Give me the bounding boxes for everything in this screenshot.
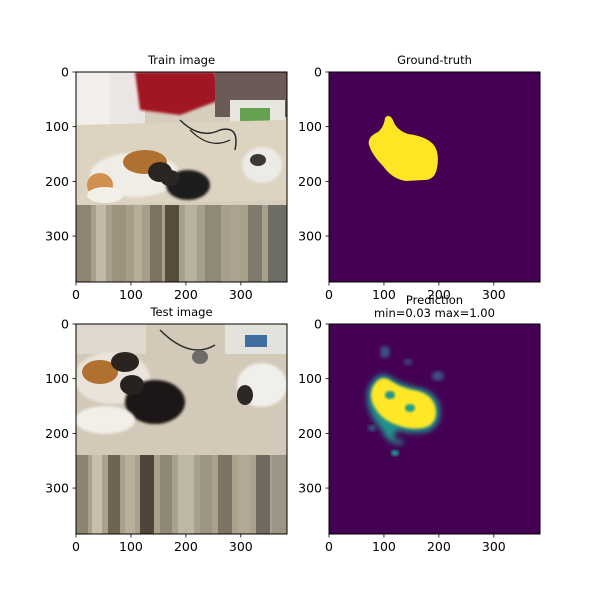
prediction-xtick-label: 0 xyxy=(325,539,333,554)
ground-truth-panel xyxy=(328,71,541,283)
ground-truth-xtick-label: 300 xyxy=(482,287,506,302)
prediction-core xyxy=(371,378,436,429)
prediction-hole xyxy=(385,391,395,399)
prediction-background xyxy=(329,324,540,534)
ground-truth-ytick-label: 200 xyxy=(298,174,322,189)
prediction-title: Prediction xyxy=(406,293,463,307)
prediction-frame xyxy=(328,323,541,535)
train-image-ytick-label: 200 xyxy=(45,174,69,189)
train-image-title: Train image xyxy=(147,53,215,67)
test-image-xtick-label: 100 xyxy=(119,539,143,554)
test-image-ytick-label: 300 xyxy=(45,481,69,496)
ground-truth-background xyxy=(329,72,540,282)
prediction-xtick-label: 100 xyxy=(372,539,396,554)
test-image-ytick-label: 100 xyxy=(45,371,69,386)
prediction-ytick-label: 100 xyxy=(298,371,322,386)
train-image-ytick-label: 300 xyxy=(45,229,69,244)
train-image-xtick-label: 0 xyxy=(72,287,80,302)
test-image-ytick-label: 200 xyxy=(45,426,69,441)
train-image-frame xyxy=(75,71,288,283)
ground-truth-frame xyxy=(328,71,541,283)
ground-truth-xtick-label: 200 xyxy=(427,287,451,302)
prediction-ytick-label: 300 xyxy=(298,481,322,496)
test-image-photo xyxy=(76,324,287,534)
ground-truth-mask xyxy=(368,115,438,181)
test-image-frame xyxy=(75,323,288,535)
train-image-xtick-label: 300 xyxy=(229,287,253,302)
prediction-blob xyxy=(404,359,412,365)
ground-truth-title: Ground-truth xyxy=(397,53,472,67)
prediction-xtick-label: 200 xyxy=(427,539,451,554)
ground-truth-ytick-label: 100 xyxy=(298,119,322,134)
test-image-title: Test image xyxy=(149,305,212,319)
prediction-panel xyxy=(328,323,541,535)
prediction-blob xyxy=(380,346,390,358)
test-image-ytick-label: 0 xyxy=(61,317,69,332)
ground-truth-xtick-label: 100 xyxy=(372,287,396,302)
train-image-ytick-label: 100 xyxy=(45,119,69,134)
ground-truth-xtick-label: 0 xyxy=(325,287,333,302)
prediction-blob xyxy=(391,450,399,456)
train-image-xtick-label: 100 xyxy=(119,287,143,302)
test-image-panel xyxy=(75,323,288,535)
prediction-blob xyxy=(432,371,444,381)
ground-truth-ytick-label: 300 xyxy=(298,229,322,244)
prediction-ytick-label: 0 xyxy=(314,317,322,332)
test-image-xtick-label: 300 xyxy=(229,539,253,554)
prediction-hole xyxy=(405,404,415,412)
train-image-ytick-label: 0 xyxy=(61,65,69,80)
prediction-subtitle: min=0.03 max=1.00 xyxy=(374,306,495,320)
axes-decorations: 0 100 200 300 0 100 200 300 Train image 0 100 200 30… xyxy=(45,53,506,554)
train-image-photo xyxy=(76,72,287,282)
prediction-blob xyxy=(368,425,376,431)
prediction-xtick-label: 300 xyxy=(482,539,506,554)
train-image-xtick-label: 200 xyxy=(174,287,198,302)
ground-truth-ytick-label: 0 xyxy=(314,65,322,80)
train-image-panel xyxy=(75,71,288,283)
test-image-xtick-label: 0 xyxy=(72,539,80,554)
prediction-ytick-label: 200 xyxy=(298,426,322,441)
test-image-xtick-label: 200 xyxy=(174,539,198,554)
